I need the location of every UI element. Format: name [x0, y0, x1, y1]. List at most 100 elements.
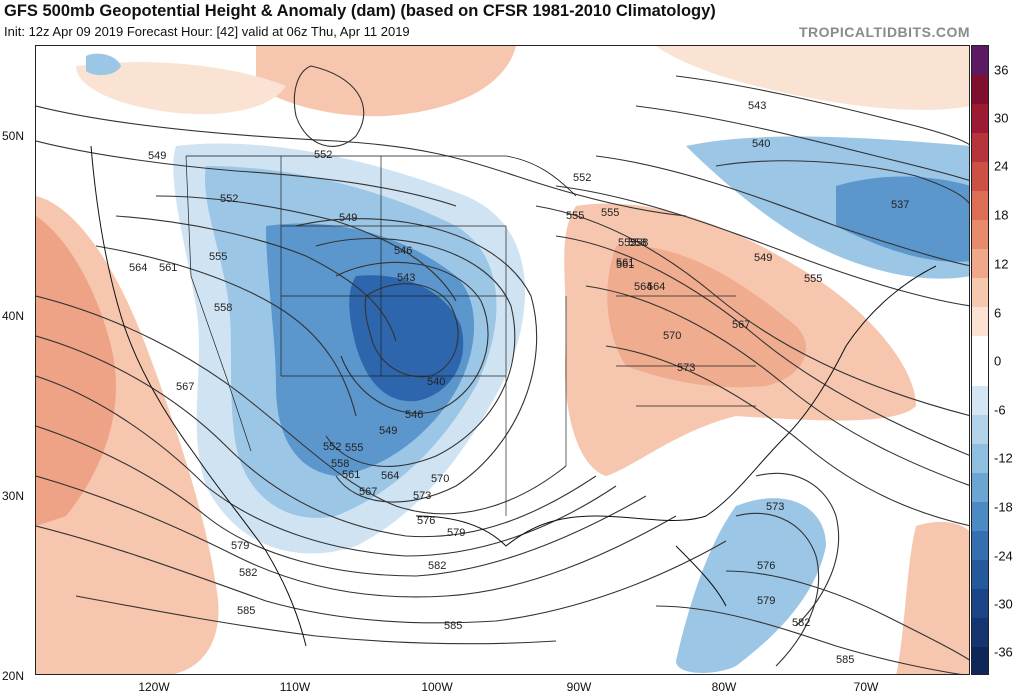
colorbar-segment — [972, 133, 988, 162]
anomaly-nw-negative — [86, 53, 121, 76]
colorbar-segment — [972, 560, 988, 589]
contour-label: 564 — [381, 470, 399, 482]
colorbar-segment — [972, 278, 988, 307]
colorbar-label: 18 — [994, 207, 1009, 223]
longitude-label: 70W — [853, 680, 879, 694]
contour-label: 546 — [405, 409, 423, 421]
contour-label: 561 — [342, 469, 360, 481]
contour-label: 561 — [616, 259, 634, 271]
contour-label: 573 — [677, 362, 695, 374]
map-subtitle: Init: 12z Apr 09 2019 Forecast Hour: [42… — [4, 24, 410, 39]
contour-label: 573 — [766, 501, 784, 513]
contour-label: 540 — [427, 376, 445, 388]
anomaly-north-positive-2 — [76, 62, 286, 115]
contour-label-layer: 552 549 552 555 558 549 546 543 540 546 … — [129, 100, 909, 666]
contour-label: 537 — [891, 199, 909, 211]
colorbar-segment — [972, 75, 988, 104]
contour-label: 564 — [647, 281, 665, 293]
contour-label: 546 — [394, 245, 412, 257]
anomaly-se-positive — [896, 521, 969, 674]
contour-label: 561 — [616, 257, 634, 269]
latitude-label: 20N — [2, 669, 25, 683]
weather-map: 552 549 552 555 558 549 546 543 540 546 … — [35, 45, 970, 675]
longitude-label: 120W — [138, 680, 170, 694]
anomaly-ne-negative-core — [836, 176, 969, 262]
coastline-layer — [90, 145, 937, 647]
anomaly-caribbean-negative — [676, 498, 826, 673]
anomaly-east-positive-core — [607, 245, 806, 388]
contour-label: 552 — [573, 172, 591, 184]
longitude-label: 80W — [711, 680, 737, 694]
colorbar-label: -6 — [994, 402, 1006, 418]
colorbar-label: 12 — [994, 256, 1009, 272]
colorbar-segment — [972, 46, 988, 75]
contour-label: 555 — [618, 237, 636, 249]
contour-label: 555 — [804, 273, 822, 285]
contour-label: 579 — [231, 540, 249, 552]
contour-label: 552 — [220, 193, 238, 205]
latitude-label: 40N — [2, 309, 25, 323]
contour-label: 558 — [214, 302, 232, 314]
colorbar-segment — [972, 104, 988, 133]
latitude-label: 50N — [2, 129, 25, 143]
contour-label: 567 — [732, 319, 750, 331]
contour-label: 552 — [314, 149, 332, 161]
contour-label: 570 — [431, 473, 449, 485]
colorbar-segment — [972, 444, 988, 473]
contour-label: 576 — [417, 515, 435, 527]
colorbar-segment — [972, 618, 988, 647]
contour-label: 585 — [444, 620, 462, 632]
contour-label: 558 — [331, 458, 349, 470]
colorbar-segment — [972, 249, 988, 278]
colorbar-label: 0 — [994, 353, 1002, 369]
contour-label: 549 — [148, 150, 166, 162]
colorbar-segment — [972, 191, 988, 220]
anomaly-ne-positive — [656, 46, 969, 110]
contour-label: 567 — [176, 381, 194, 393]
longitude-label: 90W — [566, 680, 592, 694]
contour-label: 549 — [339, 212, 357, 224]
border-layer — [185, 155, 756, 516]
height-contours — [36, 65, 969, 674]
colorbar-segment — [972, 647, 988, 674]
contour-label: 552 — [323, 441, 341, 453]
contour-label: 555 — [345, 442, 363, 454]
colorbar-segment — [972, 162, 988, 191]
contour-label: 549 — [754, 252, 772, 264]
contour-label: 582 — [428, 560, 446, 572]
contour-label: 543 — [397, 272, 415, 284]
colorbar-label: -36 — [994, 644, 1013, 660]
latitude-label: 30N — [2, 489, 25, 503]
colorbar-label: -24 — [994, 548, 1013, 564]
contour-label: 585 — [237, 605, 255, 617]
anomaly-north-positive — [256, 46, 516, 117]
contour-label: 585 — [836, 654, 854, 666]
contour-label: 570 — [663, 330, 681, 342]
contour-label: 579 — [757, 595, 775, 607]
contour-label: 582 — [239, 567, 257, 579]
contour-label: 555 — [601, 207, 619, 219]
colorbar-segment — [972, 502, 988, 531]
contour-label: 558 — [630, 237, 648, 249]
anomaly-west-coast-core — [36, 216, 116, 526]
contour-label: 549 — [379, 425, 397, 437]
colorbar-segment — [972, 531, 988, 560]
colorbar-label: 36 — [994, 62, 1009, 78]
contour-label: 543 — [748, 100, 766, 112]
colorbar-segment — [972, 336, 988, 386]
map-svg: 552 549 552 555 558 549 546 543 540 546 … — [36, 46, 969, 674]
contour-label: 555 — [566, 210, 584, 222]
colorbar-segment — [972, 307, 988, 336]
colorbar-label: 24 — [994, 158, 1009, 174]
contour-label: 555 — [209, 251, 227, 263]
longitude-label: 100W — [421, 680, 453, 694]
colorbar-label: -30 — [994, 596, 1013, 612]
contour-label: 582 — [792, 617, 810, 629]
colorbar-segment — [972, 386, 988, 415]
longitude-label: 110W — [279, 680, 311, 694]
contour-label: 576 — [757, 560, 775, 572]
colorbar-label: 6 — [994, 305, 1002, 321]
colorbar-segment — [972, 220, 988, 249]
colorbar-segment — [972, 473, 988, 502]
contour-label: 567 — [359, 486, 377, 498]
